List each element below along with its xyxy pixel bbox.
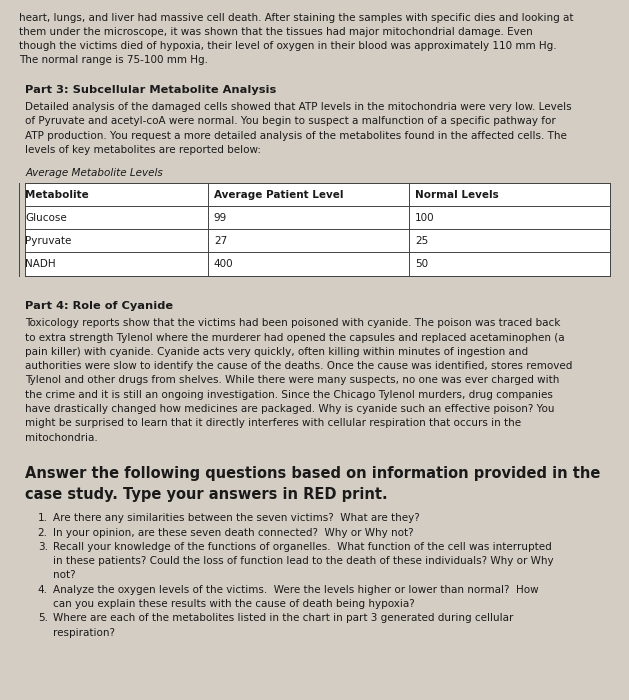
- Text: Pyruvate: Pyruvate: [25, 236, 72, 246]
- Text: Where are each of the metabolites listed in the chart in part 3 generated during: Where are each of the metabolites listed…: [53, 613, 514, 623]
- Text: them under the microscope, it was shown that the tissues had major mitochondrial: them under the microscope, it was shown …: [19, 27, 533, 37]
- Text: The normal range is 75-100 mm Hg.: The normal range is 75-100 mm Hg.: [19, 55, 208, 66]
- Text: 50: 50: [415, 259, 428, 269]
- Text: Toxicology reports show that the victims had been poisoned with cyanide. The poi: Toxicology reports show that the victims…: [25, 318, 560, 328]
- Text: might be surprised to learn that it directly interferes with cellular respiratio: might be surprised to learn that it dire…: [25, 419, 521, 428]
- Text: Normal Levels: Normal Levels: [415, 190, 499, 200]
- Text: 2.: 2.: [38, 528, 48, 538]
- Text: Detailed analysis of the damaged cells showed that ATP levels in the mitochondri: Detailed analysis of the damaged cells s…: [25, 102, 572, 112]
- Text: authorities were slow to identify the cause of the deaths. Once the cause was id: authorities were slow to identify the ca…: [25, 361, 572, 371]
- Text: the crime and it is still an ongoing investigation. Since the Chicago Tylenol mu: the crime and it is still an ongoing inv…: [25, 390, 553, 400]
- Text: can you explain these results with the cause of death being hypoxia?: can you explain these results with the c…: [53, 599, 415, 609]
- Text: Tylenol and other drugs from shelves. While there were many suspects, no one was: Tylenol and other drugs from shelves. Wh…: [25, 375, 560, 386]
- Text: Analyze the oxygen levels of the victims.  Were the levels higher or lower than : Analyze the oxygen levels of the victims…: [53, 584, 539, 595]
- Text: ATP production. You request a more detailed analysis of the metabolites found in: ATP production. You request a more detai…: [25, 131, 567, 141]
- Text: case study. Type your answers in RED print.: case study. Type your answers in RED pri…: [25, 486, 388, 502]
- Text: 3.: 3.: [38, 542, 48, 552]
- Text: Recall your knowledge of the functions of organelles.  What function of the cell: Recall your knowledge of the functions o…: [53, 542, 552, 552]
- Text: though the victims died of hypoxia, their level of oxygen in their blood was app: though the victims died of hypoxia, thei…: [19, 41, 557, 51]
- Text: In your opinion, are these seven death connected?  Why or Why not?: In your opinion, are these seven death c…: [53, 528, 414, 538]
- Text: 4.: 4.: [38, 584, 48, 595]
- Text: levels of key metabolites are reported below:: levels of key metabolites are reported b…: [25, 145, 261, 155]
- Text: to extra strength Tylenol where the murderer had opened the capsules and replace: to extra strength Tylenol where the murd…: [25, 332, 565, 342]
- Text: Answer the following questions based on information provided in the: Answer the following questions based on …: [25, 466, 601, 481]
- Text: 400: 400: [214, 259, 233, 269]
- Text: not?: not?: [53, 570, 76, 580]
- Text: in these patients? Could the loss of function lead to the death of these individ: in these patients? Could the loss of fun…: [53, 556, 554, 566]
- Text: 1.: 1.: [38, 513, 48, 523]
- Text: Metabolite: Metabolite: [25, 190, 89, 200]
- Text: 99: 99: [214, 213, 227, 223]
- Text: respiration?: respiration?: [53, 628, 116, 638]
- Text: pain killer) with cyanide. Cyanide acts very quickly, often killing within minut: pain killer) with cyanide. Cyanide acts …: [25, 346, 528, 357]
- Text: of Pyruvate and acetyl-coA were normal. You begin to suspect a malfunction of a : of Pyruvate and acetyl-coA were normal. …: [25, 116, 556, 127]
- Text: Average Metabolite Levels: Average Metabolite Levels: [25, 167, 163, 178]
- Text: 25: 25: [415, 236, 428, 246]
- Text: mitochondria.: mitochondria.: [25, 433, 98, 442]
- Text: have drastically changed how medicines are packaged. Why is cyanide such an effe: have drastically changed how medicines a…: [25, 404, 555, 414]
- Bar: [25, 183, 610, 276]
- Text: Glucose: Glucose: [25, 213, 67, 223]
- Text: Are there any similarities between the seven victims?  What are they?: Are there any similarities between the s…: [53, 513, 420, 523]
- Text: 100: 100: [415, 213, 435, 223]
- Text: 27: 27: [214, 236, 227, 246]
- Text: NADH: NADH: [25, 259, 56, 269]
- Text: Part 4: Role of Cyanide: Part 4: Role of Cyanide: [25, 302, 173, 312]
- Text: 5.: 5.: [38, 613, 48, 623]
- Text: heart, lungs, and liver had massive cell death. After staining the samples with : heart, lungs, and liver had massive cell…: [19, 13, 574, 22]
- Text: Part 3: Subcellular Metabolite Analysis: Part 3: Subcellular Metabolite Analysis: [25, 85, 276, 95]
- Text: Average Patient Level: Average Patient Level: [214, 190, 343, 200]
